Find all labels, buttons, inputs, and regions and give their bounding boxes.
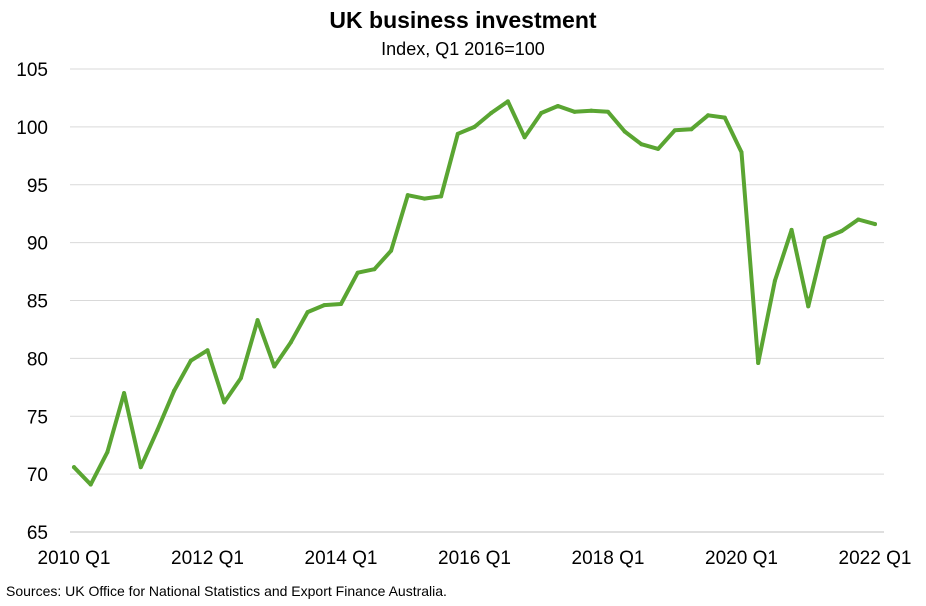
data-point bbox=[622, 129, 627, 134]
data-point bbox=[305, 310, 310, 315]
x-tick-label: 2016 Q1 bbox=[438, 548, 511, 569]
data-point bbox=[639, 142, 644, 147]
y-tick-label: 75 bbox=[27, 407, 48, 428]
data-point bbox=[155, 428, 160, 433]
chart-subtitle: Index, Q1 2016=100 bbox=[381, 39, 545, 59]
series-line bbox=[72, 99, 877, 487]
data-point bbox=[555, 104, 560, 109]
source-note: Sources: UK Office for National Statisti… bbox=[6, 583, 447, 599]
data-point bbox=[572, 109, 577, 114]
x-tick-label: 2010 Q1 bbox=[38, 548, 111, 569]
data-point bbox=[472, 124, 477, 129]
data-point bbox=[772, 278, 777, 283]
data-point bbox=[739, 150, 744, 155]
x-tick-label: 2014 Q1 bbox=[305, 548, 378, 569]
data-point bbox=[138, 465, 143, 470]
data-point bbox=[272, 364, 277, 369]
y-tick-label: 85 bbox=[27, 292, 48, 313]
data-point bbox=[789, 227, 794, 232]
y-tick-label: 100 bbox=[16, 118, 48, 139]
chart-title: UK business investment bbox=[329, 7, 596, 33]
data-point bbox=[656, 146, 661, 151]
gridlines bbox=[70, 68, 884, 533]
data-point bbox=[756, 361, 761, 366]
data-point bbox=[722, 115, 727, 120]
data-point bbox=[839, 229, 844, 234]
data-point bbox=[422, 196, 427, 201]
data-point bbox=[372, 267, 377, 272]
data-point bbox=[322, 303, 327, 308]
y-tick-label: 70 bbox=[27, 465, 48, 486]
x-tick-label: 2018 Q1 bbox=[572, 548, 645, 569]
data-point bbox=[405, 193, 410, 198]
series-layer bbox=[72, 99, 877, 487]
data-point bbox=[222, 400, 227, 405]
data-point bbox=[455, 131, 460, 136]
data-point bbox=[339, 301, 343, 306]
x-tick-label: 2020 Q1 bbox=[705, 548, 778, 569]
data-point bbox=[439, 194, 444, 199]
data-point bbox=[489, 110, 494, 115]
data-point bbox=[522, 135, 527, 140]
data-point bbox=[255, 318, 260, 323]
data-point bbox=[238, 376, 243, 381]
y-tick-label: 95 bbox=[27, 176, 48, 197]
data-point bbox=[188, 358, 193, 363]
data-point bbox=[706, 113, 711, 118]
data-point bbox=[72, 465, 76, 470]
data-point bbox=[288, 340, 293, 345]
data-point bbox=[856, 217, 861, 222]
x-tick-label: 2022 Q1 bbox=[839, 548, 912, 569]
data-point bbox=[505, 99, 510, 104]
x-tick-label: 2012 Q1 bbox=[171, 548, 244, 569]
data-point bbox=[689, 127, 694, 132]
data-point bbox=[806, 304, 811, 309]
y-tick-label: 105 bbox=[16, 60, 48, 81]
data-point bbox=[122, 391, 127, 396]
y-tick-label: 80 bbox=[27, 349, 48, 370]
data-point bbox=[589, 108, 594, 113]
data-point bbox=[822, 235, 827, 240]
data-point bbox=[389, 248, 394, 253]
data-point bbox=[205, 348, 210, 353]
y-tick-label: 65 bbox=[27, 523, 48, 544]
data-point bbox=[606, 109, 610, 114]
data-point bbox=[88, 482, 93, 487]
data-point bbox=[539, 110, 544, 115]
data-point bbox=[355, 270, 360, 275]
data-point bbox=[172, 388, 177, 393]
y-tick-label: 90 bbox=[27, 234, 48, 255]
x-axis-ticks: 2010 Q1 2012 Q1 2014 Q1 2016 Q1 2018 Q1 2020 … bbox=[38, 548, 912, 569]
y-axis-ticks: 65 70 75 80 85 90 95 100 105 bbox=[16, 60, 48, 544]
data-point bbox=[672, 128, 677, 133]
data-point bbox=[105, 450, 110, 455]
data-point bbox=[873, 222, 877, 227]
